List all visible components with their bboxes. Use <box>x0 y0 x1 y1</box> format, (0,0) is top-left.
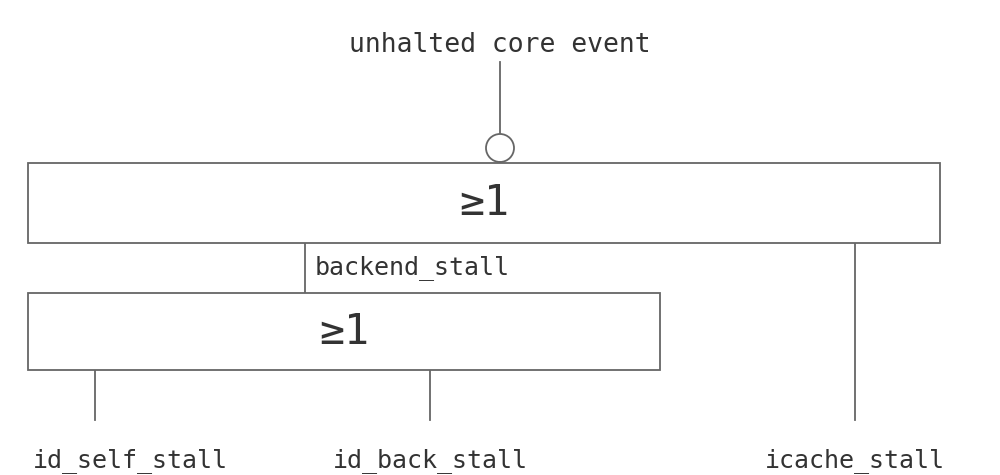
Text: id_self_stall: id_self_stall <box>32 448 228 473</box>
Text: ≥1: ≥1 <box>319 311 369 352</box>
Text: id_back_stall: id_back_stall <box>332 448 528 473</box>
Text: backend_stall: backend_stall <box>315 256 510 281</box>
Text: icache_stall: icache_stall <box>765 448 945 473</box>
Bar <box>28 163 940 243</box>
Text: ≥1: ≥1 <box>459 182 509 224</box>
Bar <box>28 293 660 370</box>
Text: unhalted core event: unhalted core event <box>349 32 651 58</box>
